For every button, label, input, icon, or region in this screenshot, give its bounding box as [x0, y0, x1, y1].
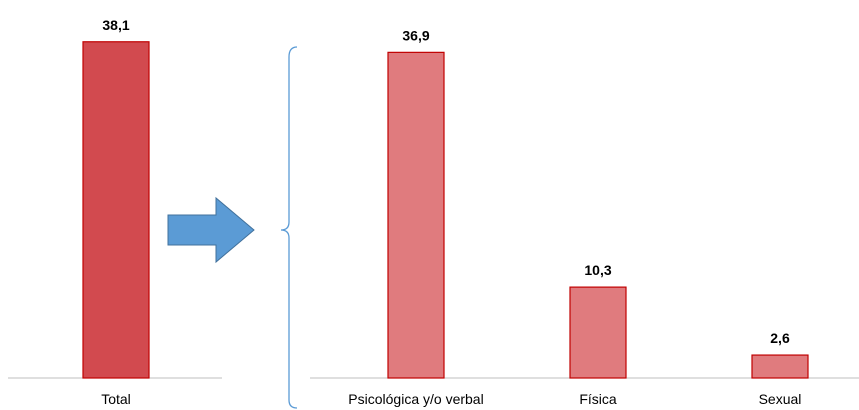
- data-label-fisica: 10,3: [584, 262, 611, 278]
- breakdown-chart: 36,9 Psicológica y/o verbal 10,3 Física 2,6 S…: [310, 27, 859, 407]
- category-label-fisica: Física: [579, 391, 617, 407]
- category-label-sexual: Sexual: [759, 391, 802, 407]
- right-arrow-icon: [167, 196, 255, 264]
- data-label-total: 38,1: [102, 17, 129, 33]
- category-label-total: Total: [101, 391, 131, 407]
- left-brace-icon: [280, 46, 298, 409]
- data-label-sexual: 2,6: [770, 330, 790, 346]
- total-chart: 38,1 Total: [8, 17, 222, 407]
- bar-psicologica-y-o-verbal: [387, 51, 445, 379]
- decorations: [167, 46, 298, 409]
- bar-fisica: [569, 286, 627, 379]
- bar-total: [82, 41, 150, 379]
- bar-sexual: [751, 354, 809, 379]
- category-label-psicologica-y-o-verbal: Psicológica y/o verbal: [348, 391, 483, 407]
- data-label-psicologica-y-o-verbal: 36,9: [402, 27, 429, 43]
